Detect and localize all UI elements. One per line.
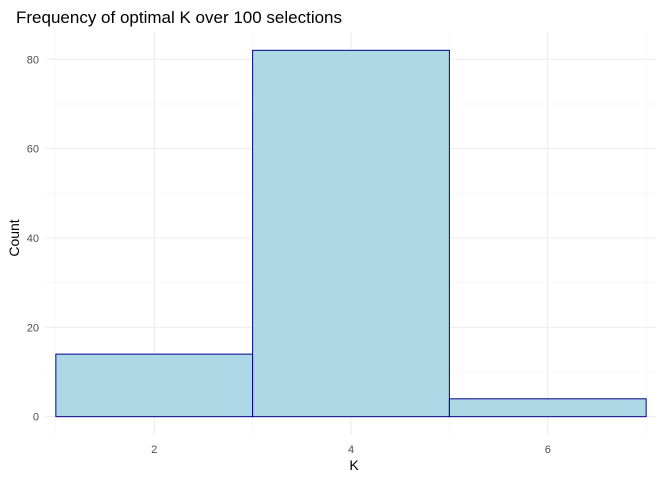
y-tick-label-3: 60 [27,144,39,156]
y-tick-label-4: 80 [27,54,39,66]
y-axis-tick-labels: 0 20 40 60 80 [27,54,39,423]
chart-title: Frequency of optimal K over 100 selectio… [16,8,342,27]
x-axis-title: K [349,457,359,473]
x-tick-label-2: 6 [545,444,551,456]
y-tick-label-2: 40 [27,233,39,245]
histogram-bar-1 [252,49,450,418]
histogram-bar-2 [448,398,647,418]
y-tick-label-1: 20 [27,322,39,334]
x-axis-tick-labels: 2 4 6 [151,444,551,456]
histogram-bar-0 [55,353,254,418]
histogram-bars [55,49,647,418]
y-axis-title: Count [6,219,22,256]
y-tick-label-0: 0 [33,412,39,424]
x-tick-label-0: 2 [151,444,157,456]
x-tick-label-1: 4 [348,444,354,456]
